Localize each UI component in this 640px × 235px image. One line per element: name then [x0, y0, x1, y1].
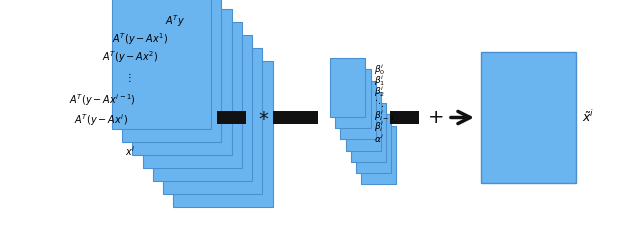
Text: $\beta_1^i$: $\beta_1^i$	[374, 73, 385, 88]
FancyBboxPatch shape	[330, 58, 365, 117]
Text: $\vdots$: $\vdots$	[124, 70, 131, 84]
FancyBboxPatch shape	[173, 61, 273, 207]
FancyBboxPatch shape	[217, 111, 246, 124]
FancyBboxPatch shape	[143, 22, 242, 168]
Text: $A^T(y - Ax^2)$: $A^T(y - Ax^2)$	[102, 49, 159, 65]
FancyBboxPatch shape	[122, 0, 221, 142]
FancyBboxPatch shape	[390, 111, 419, 124]
FancyBboxPatch shape	[356, 114, 391, 173]
FancyBboxPatch shape	[340, 81, 376, 139]
Text: $A^T(y - Ax^{i-1})$: $A^T(y - Ax^{i-1})$	[69, 92, 136, 108]
FancyBboxPatch shape	[335, 69, 371, 128]
FancyBboxPatch shape	[132, 9, 232, 155]
FancyBboxPatch shape	[346, 92, 381, 151]
Text: $A^T(y - Ax^i)$: $A^T(y - Ax^i)$	[74, 112, 128, 128]
FancyBboxPatch shape	[273, 111, 318, 124]
Text: $A^T(y - Ax^1)$: $A^T(y - Ax^1)$	[112, 31, 168, 47]
FancyBboxPatch shape	[163, 48, 262, 194]
Text: $*$: $*$	[258, 108, 269, 127]
FancyBboxPatch shape	[481, 52, 576, 183]
Text: $\alpha^i$: $\alpha^i$	[374, 133, 384, 145]
Text: $\beta_i^i$: $\beta_i^i$	[374, 119, 384, 134]
FancyBboxPatch shape	[112, 0, 211, 129]
Text: $A^Ty$: $A^Ty$	[164, 13, 185, 29]
Text: $x^i$: $x^i$	[125, 144, 136, 158]
Text: $\beta_2^i$: $\beta_2^i$	[374, 84, 385, 99]
FancyBboxPatch shape	[361, 126, 396, 184]
FancyBboxPatch shape	[351, 103, 386, 162]
Text: $+$: $+$	[427, 108, 444, 127]
Text: $\beta_0^i$: $\beta_0^i$	[374, 62, 385, 77]
FancyBboxPatch shape	[153, 35, 252, 181]
Text: $\tilde{x}^i$: $\tilde{x}^i$	[582, 110, 595, 125]
Text: $\beta_{i-1}^i$: $\beta_{i-1}^i$	[374, 108, 394, 123]
Text: $\ddots$: $\ddots$	[374, 97, 384, 109]
